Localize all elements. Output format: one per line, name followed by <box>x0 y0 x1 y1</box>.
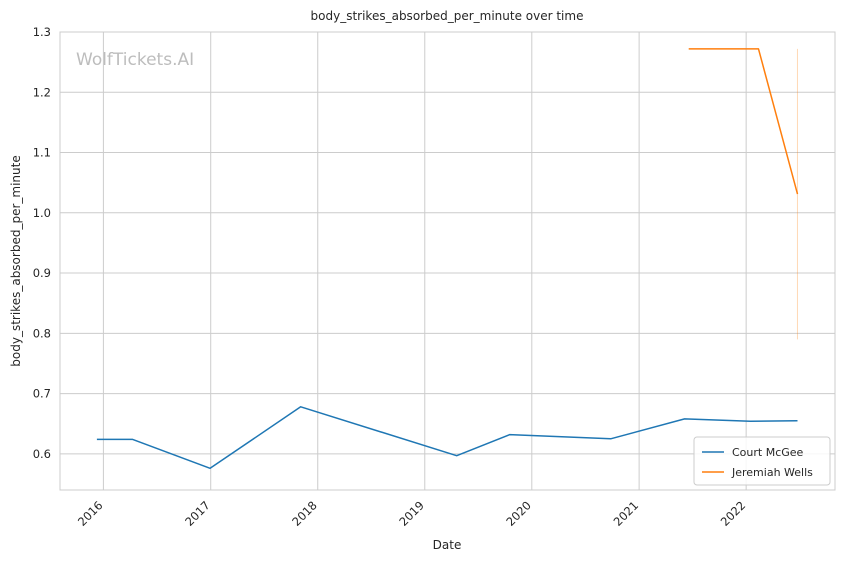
series-line-1 <box>96 406 798 470</box>
legend-label: Jeremiah Wells <box>731 466 813 479</box>
legend-box <box>693 436 831 486</box>
y-tick-label: 0.9 <box>33 266 51 280</box>
legend-label: Court McGee <box>732 446 804 459</box>
y-tick-label: 0.8 <box>33 326 51 340</box>
chart-title: body_strikes_absorbed_per_minute over ti… <box>311 9 584 23</box>
y-tick-label: 0.6 <box>33 447 51 461</box>
y-axis-title: body_strikes_absorbed_per_minute <box>9 155 23 366</box>
plot-frame <box>59 31 836 491</box>
y-tick-label: 1.1 <box>33 146 51 160</box>
y-tick-label: 0.7 <box>33 387 51 401</box>
y-tick-label: 1.3 <box>33 25 51 39</box>
y-tick-label: 1.2 <box>33 85 51 99</box>
series-line-2 <box>688 48 799 195</box>
watermark: WolfTickets.AI <box>76 50 194 70</box>
legend: Court McGee Jeremiah Wells <box>693 436 831 486</box>
y-axis-ticks: 0.6 0.7 0.8 0.9 1.0 1.1 1.2 1.3 <box>33 25 51 461</box>
x-axis-title: Date <box>433 538 462 552</box>
y-tick-label: 1.0 <box>33 206 51 220</box>
series-lines <box>96 48 799 470</box>
